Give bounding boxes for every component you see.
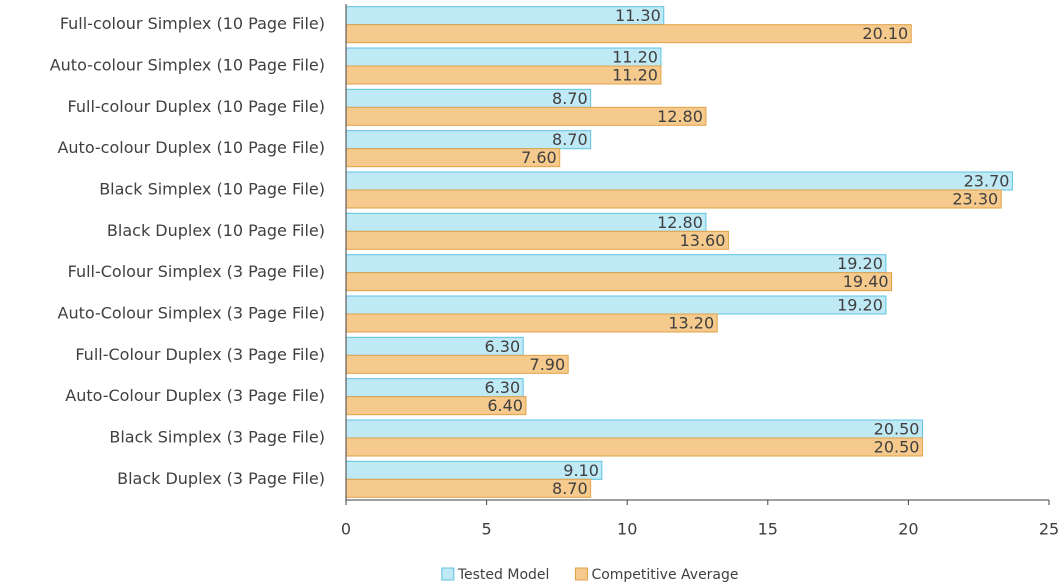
x-tick-label: 25 <box>1039 520 1059 539</box>
bar <box>345 254 887 274</box>
category-label: Full-colour Simplex (10 Page File) <box>60 14 325 33</box>
value-label: 8.70 <box>552 479 588 498</box>
value-label: 20.50 <box>874 438 920 457</box>
value-label: 8.70 <box>552 89 588 108</box>
category-label: Auto-colour Duplex (10 Page File) <box>57 138 325 157</box>
value-label: 23.70 <box>964 172 1010 191</box>
category-label: Full-Colour Simplex (3 Page File) <box>68 262 325 281</box>
legend-swatch <box>441 567 455 581</box>
x-tick-label: 5 <box>482 520 492 539</box>
x-tick-label: 0 <box>341 520 351 539</box>
category-label: Full-Colour Duplex (3 Page File) <box>75 345 325 364</box>
x-tick-label: 20 <box>898 520 918 539</box>
category-label: Black Duplex (3 Page File) <box>117 469 325 488</box>
bar <box>345 295 887 315</box>
value-label: 6.30 <box>485 337 521 356</box>
category-label: Black Simplex (3 Page File) <box>109 428 325 447</box>
legend-label: Competitive Average <box>591 567 738 583</box>
bar <box>345 171 1013 191</box>
category-label: Auto-Colour Simplex (3 Page File) <box>58 304 325 323</box>
legend-swatch <box>574 567 588 581</box>
value-label: 9.10 <box>563 461 599 480</box>
value-label: 12.80 <box>657 107 703 126</box>
bar <box>345 189 1002 209</box>
bar <box>345 230 729 250</box>
value-label: 20.50 <box>874 420 920 439</box>
bar <box>345 437 923 457</box>
value-label: 7.60 <box>521 148 557 167</box>
value-label: 19.20 <box>837 254 883 273</box>
bar <box>345 419 923 439</box>
bar <box>345 313 718 333</box>
value-label: 13.20 <box>668 314 714 333</box>
value-label: 11.30 <box>615 6 661 25</box>
value-label: 19.40 <box>843 272 889 291</box>
value-label: 11.20 <box>612 66 658 85</box>
category-label: Black Duplex (10 Page File) <box>107 221 325 240</box>
category-label: Full-colour Duplex (10 Page File) <box>68 97 325 116</box>
x-tick-label: 10 <box>617 520 637 539</box>
value-label: 20.10 <box>862 24 908 43</box>
value-label: 23.30 <box>952 190 998 209</box>
value-label: 12.80 <box>657 213 703 232</box>
value-label: 19.20 <box>837 296 883 315</box>
value-label: 8.70 <box>552 130 588 149</box>
category-label: Auto-Colour Duplex (3 Page File) <box>65 386 325 405</box>
value-label: 6.30 <box>485 378 521 397</box>
value-label: 13.60 <box>680 231 726 250</box>
bar <box>345 24 912 44</box>
bar <box>345 106 707 126</box>
bar <box>345 212 707 232</box>
value-label: 7.90 <box>530 355 566 374</box>
x-tick-label: 15 <box>758 520 778 539</box>
value-label: 11.20 <box>612 48 658 67</box>
category-label: Black Simplex (10 Page File) <box>99 180 325 199</box>
legend-label: Tested Model <box>457 567 550 583</box>
bar <box>345 272 893 292</box>
value-label: 6.40 <box>487 396 523 415</box>
category-label: Auto-colour Simplex (10 Page File) <box>50 56 325 75</box>
